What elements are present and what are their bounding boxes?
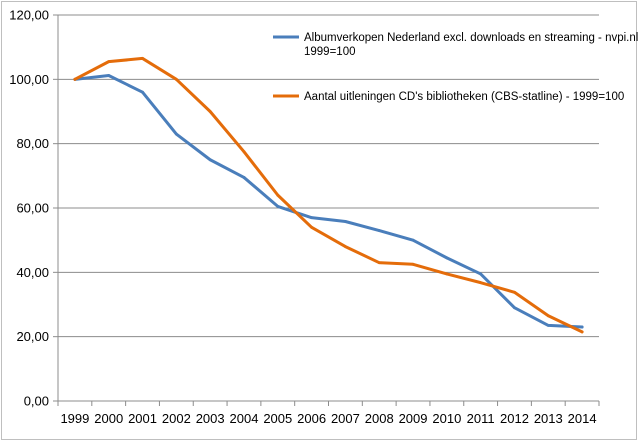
x-tick-labels: 1999 2000 2001 2002 2003 2004 2005 2006 2007 2008… [60, 411, 596, 426]
x-tick-label: 2005 [263, 411, 292, 426]
data-point [479, 272, 483, 276]
y-tick-label: 100,00 [9, 72, 49, 87]
x-tick-label: 2002 [162, 411, 191, 426]
data-point [445, 272, 449, 276]
data-point [107, 60, 111, 64]
data-point [445, 256, 449, 260]
x-tick-label: 2008 [365, 411, 394, 426]
data-point [513, 290, 516, 294]
data-point [208, 158, 212, 162]
x-tick-label: 2007 [331, 411, 360, 426]
x-tick-label: 2003 [196, 411, 225, 426]
series-line [73, 73, 584, 329]
x-tick-label: 2011 [467, 411, 495, 426]
series-2 [73, 56, 584, 334]
legend-label: Aantal uitleningen CD's bibliotheken (CB… [304, 91, 624, 103]
y-tick-label: 0,00 [24, 394, 49, 409]
x-tick-label: 2014 [568, 411, 597, 426]
data-point [546, 324, 550, 327]
data-point [141, 90, 144, 94]
legend-label: 1999=100 [304, 46, 356, 58]
y-tick-label: 80,00 [16, 136, 49, 151]
data-point [513, 306, 516, 310]
data-point [580, 330, 584, 334]
legend-entry-1: Albumverkopen Nederland excl. downloads … [273, 32, 640, 58]
data-point [310, 225, 313, 229]
legend-label: Albumverkopen Nederland excl. downloads … [304, 32, 640, 44]
x-tick-label: 2013 [534, 411, 563, 426]
data-point [276, 204, 280, 208]
data-point [411, 262, 415, 266]
data-point [107, 74, 111, 77]
x-tick-label: 2010 [432, 411, 461, 426]
data-point [310, 216, 313, 220]
x-tick-label: 2006 [297, 411, 326, 426]
x-tick-label: 2012 [500, 411, 529, 426]
data-point [411, 238, 415, 242]
legend-entry-2: Aantal uitleningen CD's bibliotheken (CB… [273, 91, 624, 103]
data-point [377, 229, 381, 232]
y-tick-labels: 0,00 20,00 40,00 60,00 80,00 100,00 120,00 [9, 8, 49, 409]
data-point [141, 57, 144, 60]
x-tick-label: 2001 [128, 411, 157, 426]
x-tick-label: 2004 [230, 411, 259, 426]
y-tick-label: 40,00 [16, 265, 49, 280]
data-point [344, 245, 347, 249]
data-point [276, 193, 280, 197]
axes [53, 14, 600, 406]
x-tick-label: 2000 [94, 411, 123, 426]
data-point [73, 77, 77, 81]
data-point [174, 77, 178, 81]
data-point [242, 150, 246, 154]
y-tick-label: 120,00 [9, 8, 49, 23]
gridlines [58, 14, 599, 338]
x-tick-label: 2009 [399, 411, 428, 426]
data-point [580, 325, 584, 329]
series-lines [73, 56, 584, 334]
data-point [479, 281, 483, 285]
data-point [546, 314, 550, 318]
legend: Albumverkopen Nederland excl. downloads … [273, 32, 640, 103]
data-point [242, 176, 246, 179]
data-point [174, 132, 178, 136]
x-tick-label: 1999 [60, 411, 89, 426]
data-point [377, 261, 381, 265]
y-tick-label: 20,00 [16, 329, 49, 344]
data-point [344, 220, 347, 223]
series-line [73, 56, 584, 334]
data-point [208, 110, 212, 113]
y-tick-label: 60,00 [16, 201, 49, 216]
